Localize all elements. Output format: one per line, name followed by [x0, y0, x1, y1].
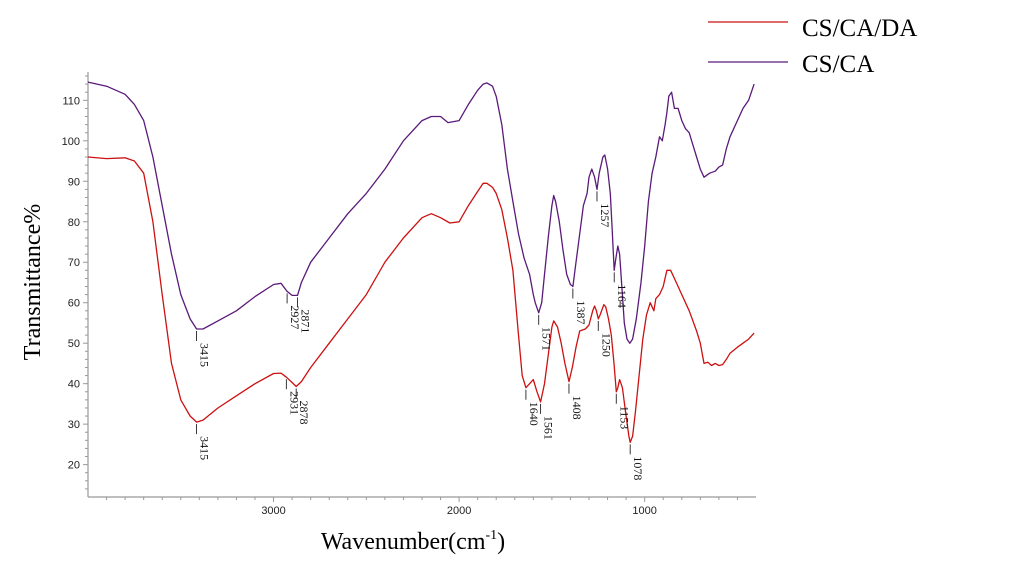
peak-annotation: 2927: [286, 293, 302, 329]
legend-label-cs-ca: CS/CA: [802, 51, 874, 78]
peak-annotation: 1078: [629, 444, 645, 480]
peak-label: 2871: [298, 309, 312, 333]
peak-annotation: 3415: [196, 424, 212, 460]
legend-label-cs-ca-da: CS/CA/DA: [802, 15, 917, 42]
peak-label: 1078: [631, 456, 645, 480]
peak-label: 1387: [574, 301, 588, 325]
y-tick-label: 70: [68, 257, 80, 269]
peak-label: 1164: [615, 284, 629, 308]
peak-label: 1571: [540, 327, 554, 351]
x-tick-label: 2000: [447, 505, 471, 517]
axes: 3000 2000 1000 20 30 40 50 60 70 80 90 100 110: [62, 72, 756, 517]
y-tick-label: 40: [68, 379, 80, 391]
peak-annotation: 1640: [525, 389, 541, 426]
y-tick-label: 110: [62, 95, 80, 107]
peak-annotation: 1408: [568, 383, 584, 420]
peak-annotation: 1561: [540, 403, 556, 440]
peak-annotation: 1387: [572, 288, 588, 325]
x-tick-label: 3000: [261, 505, 285, 517]
peak-annotation: 3415: [196, 331, 212, 367]
peak-label: 3415: [198, 436, 212, 460]
peak-annotation: 2871: [297, 297, 312, 333]
series-line-cs-ca-da: [87, 156, 755, 444]
peak-annotation: 1571: [538, 314, 554, 351]
peak-annotation: 1250: [597, 320, 613, 357]
y-tick-label: 30: [68, 419, 80, 431]
peak-label: 2931: [287, 391, 301, 415]
peak-annotation: 2931: [285, 379, 301, 415]
peak-annotation: 1153: [615, 393, 631, 430]
peak-label: 2927: [288, 305, 302, 329]
y-tick-label: 60: [68, 298, 80, 310]
peak-label: 1250: [599, 333, 613, 357]
x-tick-label: 1000: [632, 505, 656, 517]
y-tick-label: 20: [68, 460, 80, 472]
peak-label: 2878: [297, 401, 311, 425]
y-tick-label: 50: [68, 338, 80, 350]
x-axis-title: Wavenumber(cm-1): [321, 528, 505, 555]
series-layer: [87, 81, 755, 444]
y-tick-label: 80: [68, 217, 80, 229]
peak-annotation: 1164: [613, 272, 629, 308]
peak-label: 1640: [527, 402, 541, 426]
peak-annotation: 1257: [596, 191, 612, 227]
y-axis-title: Transmittance%: [20, 204, 46, 360]
peak-label: 1561: [542, 416, 556, 440]
peak-annotation: 2878: [295, 388, 311, 425]
peak-label: 1153: [617, 406, 631, 430]
peak-label: 1257: [598, 203, 612, 227]
peak-label: 1408: [570, 396, 584, 420]
peak-label: 3415: [198, 343, 212, 367]
y-tick-label: 100: [62, 136, 80, 148]
legend: CS/CA/DA CS/CA: [708, 15, 917, 78]
y-tick-label: 90: [68, 176, 80, 188]
series-line-cs-ca: [87, 81, 755, 344]
